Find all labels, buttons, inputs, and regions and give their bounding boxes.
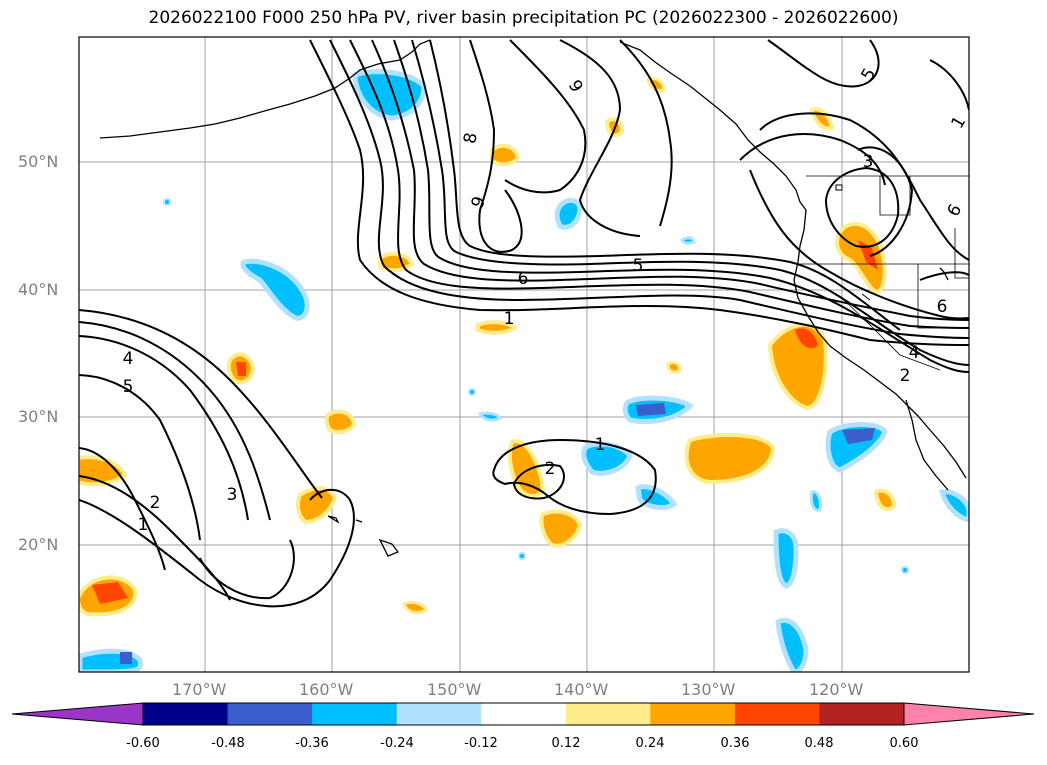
precip-area bbox=[490, 143, 521, 167]
lat-label: 30°N bbox=[18, 407, 59, 426]
precip-positive-areas bbox=[79, 77, 897, 617]
contour-label: 6 bbox=[518, 269, 529, 289]
precip-area bbox=[240, 258, 310, 321]
precip-area bbox=[666, 360, 682, 374]
colorbar-segment bbox=[227, 703, 313, 725]
contour-label: 8 bbox=[460, 131, 482, 145]
precip-area bbox=[554, 198, 583, 230]
precip-area bbox=[92, 582, 128, 604]
precip-area bbox=[79, 455, 128, 487]
map-title: 2026022100 F000 250 hPa PV, river basin … bbox=[148, 8, 899, 28]
contour-label: 4 bbox=[123, 349, 134, 369]
map-frame bbox=[78, 36, 970, 673]
lon-label: 150°W bbox=[427, 680, 482, 699]
colorbar-segment bbox=[143, 703, 229, 725]
contour-label: 2 bbox=[150, 493, 161, 513]
precip-area bbox=[539, 509, 583, 548]
colorbar-tick-label: -0.48 bbox=[211, 736, 245, 751]
precip-area bbox=[468, 388, 476, 396]
contour-label: 9 bbox=[468, 194, 490, 211]
colorbar-tick-label: -0.24 bbox=[380, 736, 414, 751]
colorbar-segment bbox=[312, 703, 398, 725]
colorbar-tick-label: 0.36 bbox=[720, 736, 750, 751]
contour-label: 5 bbox=[633, 256, 644, 276]
precip-area bbox=[477, 411, 503, 422]
precip-area bbox=[901, 566, 909, 574]
colorbar-tick-label: -0.36 bbox=[295, 736, 329, 751]
precip-area bbox=[773, 528, 799, 589]
precip-area bbox=[684, 433, 776, 485]
precip-area bbox=[295, 486, 338, 525]
colorbar-tick-label: 0.60 bbox=[889, 736, 919, 751]
precip-area bbox=[476, 320, 519, 335]
precip-area bbox=[680, 236, 696, 245]
colorbar-segment bbox=[565, 703, 651, 725]
colorbar-segment bbox=[650, 703, 736, 725]
lon-label: 160°W bbox=[299, 680, 354, 699]
contour-label: 9 bbox=[564, 77, 587, 96]
precip-area bbox=[810, 490, 822, 512]
lon-label: 140°W bbox=[554, 680, 609, 699]
colorbar-tick-label: 0.48 bbox=[804, 736, 834, 751]
precip-area bbox=[795, 328, 818, 349]
contour-label: 1 bbox=[947, 113, 970, 132]
precip-area bbox=[636, 403, 666, 416]
contour-label: 1 bbox=[504, 309, 515, 329]
lat-label: 20°N bbox=[18, 535, 59, 554]
lon-label: 170°W bbox=[172, 680, 227, 699]
precip-area bbox=[809, 107, 835, 131]
precip-area bbox=[835, 221, 887, 295]
precip-area bbox=[163, 198, 171, 206]
precip-area bbox=[775, 618, 809, 672]
coastlines bbox=[99, 39, 967, 557]
contour-label: 6 bbox=[943, 201, 966, 220]
contour-label: 3 bbox=[227, 485, 238, 505]
lat-label: 50°N bbox=[18, 152, 59, 171]
precip-area bbox=[236, 362, 246, 376]
precip-negative-areas bbox=[79, 69, 969, 672]
contour-label: 5 bbox=[123, 377, 134, 397]
precip-area bbox=[352, 69, 427, 121]
precip-area bbox=[938, 489, 969, 523]
contour-label: 6 bbox=[937, 297, 948, 317]
map-plot: 9 8 9 6 5 1 4 5 2 3 1 1 2 5 3 6 6 4 2 1 bbox=[78, 36, 971, 673]
contour-label: 2 bbox=[900, 366, 911, 386]
lat-label: 40°N bbox=[18, 280, 59, 299]
precip-area bbox=[324, 409, 357, 434]
colorbar-tick-label: -0.60 bbox=[126, 736, 160, 751]
contour-label: 1 bbox=[138, 515, 149, 535]
colorbar-segment bbox=[396, 703, 482, 725]
pv-contours bbox=[79, 39, 969, 608]
colorbar-segment bbox=[904, 703, 1034, 725]
precip-area bbox=[518, 552, 526, 560]
colorbar-tick-label: 0.12 bbox=[551, 736, 581, 751]
colorbar-segment bbox=[481, 703, 567, 725]
lon-label: 130°W bbox=[681, 680, 736, 699]
colorbar bbox=[11, 702, 1035, 726]
contour-label: 5 bbox=[857, 65, 880, 84]
contour-label-group: 9 8 9 6 5 1 4 5 2 3 1 1 2 5 3 6 6 4 2 1 bbox=[123, 65, 971, 535]
colorbar-tick-label: -0.12 bbox=[464, 736, 498, 751]
precip-area bbox=[402, 600, 428, 614]
contour-label: 1 bbox=[595, 435, 606, 455]
colorbar-segment bbox=[734, 703, 820, 725]
contour-label: 4 bbox=[909, 343, 920, 363]
precip-area bbox=[842, 428, 875, 444]
precip-area bbox=[873, 488, 897, 511]
colorbar-tick-label: 0.24 bbox=[635, 736, 665, 751]
contour-label: 3 bbox=[863, 152, 874, 172]
colorbar-segment bbox=[819, 703, 905, 725]
contour-label: 2 bbox=[545, 459, 556, 479]
precip-area bbox=[120, 652, 132, 664]
lon-label: 120°W bbox=[809, 680, 864, 699]
colorbar-segment bbox=[12, 703, 143, 725]
